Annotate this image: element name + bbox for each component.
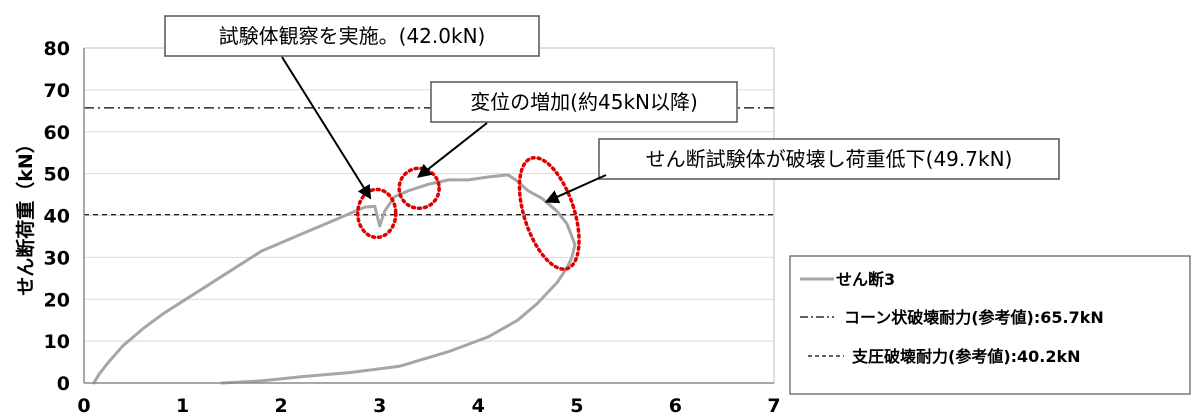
- y-axis-label: せん断荷重（kN）: [14, 134, 37, 296]
- x-tick-label-7: 7: [767, 395, 780, 417]
- y-tick-label-20: 20: [44, 289, 70, 311]
- annotation-arrow-1: [281, 56, 372, 200]
- annotation-3-text: せん断試験体が破壊し荷重低下(49.7kN): [646, 147, 1013, 171]
- y-tick-label-70: 70: [44, 80, 70, 102]
- highlight-ellipse-3: [517, 155, 581, 271]
- legend-label-bearing: 支圧破壊耐力(参考値):40.2kN: [851, 347, 1081, 366]
- x-tick-label-2: 2: [275, 395, 288, 417]
- annotation-3-box: [598, 138, 1060, 180]
- y-tick-label-50: 50: [44, 164, 70, 186]
- annotation-1-text: 試験体観察を実施。(42.0kN): [219, 24, 486, 48]
- annotation-arrow-2: [417, 122, 488, 178]
- annotation-1-box: [164, 15, 540, 57]
- annotation-3: せん断試験体が破壊し荷重低下(49.7kN): [598, 138, 1060, 180]
- highlight-layer: [356, 155, 581, 271]
- y-tick-label-80: 80: [44, 38, 70, 60]
- legend-box: [789, 255, 1191, 395]
- y-tick-label-30: 30: [44, 247, 70, 269]
- annotation-2-box: [430, 81, 738, 123]
- legend-label-cone: コーン状破壊耐力(参考値):65.7kN: [844, 308, 1104, 327]
- x-tick-label-0: 0: [77, 395, 90, 417]
- legend-label-series: せん断3: [836, 270, 895, 289]
- annotation-arrows: [281, 56, 607, 204]
- x-tick-label-1: 1: [176, 395, 189, 417]
- annotation-2-text: 変位の増加(約45kN以降): [470, 90, 698, 114]
- annotation-arrow-3: [544, 174, 607, 204]
- axes: 0 10 20 30 40 50 60 70 80 0 1 2 3 4 5 6 7: [44, 38, 781, 417]
- legend: せん断3 コーン状破壊耐力(参考値):65.7kN 支圧破壊耐力(参考値):40…: [789, 255, 1191, 395]
- y-tick-label-40: 40: [44, 206, 70, 228]
- x-tick-label-3: 3: [373, 395, 386, 417]
- x-tick-label-6: 6: [669, 395, 682, 417]
- y-tick-label-10: 10: [44, 331, 70, 353]
- y-tick-label-0: 0: [57, 373, 70, 395]
- y-tick-label-60: 60: [44, 122, 70, 144]
- annotation-2: 変位の増加(約45kN以降): [430, 81, 738, 123]
- annotation-1: 試験体観察を実施。(42.0kN): [164, 15, 540, 57]
- highlight-ellipse-1: [356, 187, 398, 240]
- x-tick-label-4: 4: [472, 395, 485, 417]
- x-tick-label-5: 5: [570, 395, 583, 417]
